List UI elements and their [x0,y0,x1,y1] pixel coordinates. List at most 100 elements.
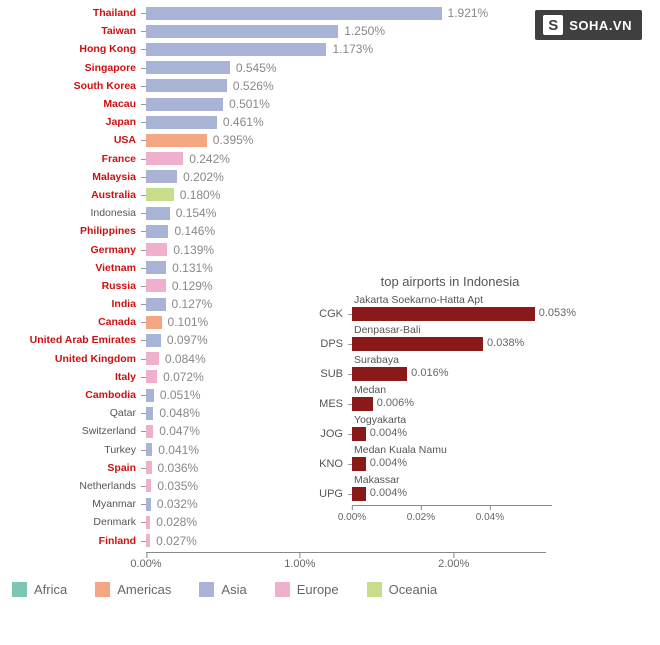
value-label: 0.545% [236,61,277,75]
tick [138,4,146,22]
country-label: Germany [0,244,138,256]
tick [138,495,146,513]
country-label: Spain [0,462,138,474]
country-label: Qatar [0,407,138,419]
tick [138,131,146,149]
tick [138,204,146,222]
country-label: Italy [0,371,138,383]
value-label: 0.131% [172,261,213,275]
inset-chart: top airports in Indonesia CGKJakarta Soe… [300,274,600,527]
legend-item: Oceania [367,582,437,597]
airport-row: MES Medan0.006% [300,385,600,415]
value-label: 0.006% [373,397,414,409]
airport-code: UPG [300,475,346,500]
legend-swatch [367,582,382,597]
value-label: 0.028% [156,515,197,529]
value-label: 0.526% [233,79,274,93]
country-label: Thailand [0,7,138,19]
bar-track: 0.139% [146,240,546,258]
legend-label: Africa [34,582,67,597]
value-label: 0.027% [156,534,197,548]
legend-swatch [12,582,27,597]
value-label: 0.101% [168,315,209,329]
tick [138,77,146,95]
country-label: South Korea [0,80,138,92]
value-label: 1.173% [332,42,373,56]
bar [146,98,223,111]
bar [146,170,177,183]
airport-code: MES [300,385,346,410]
country-label: Malaysia [0,171,138,183]
value-label: 0.154% [176,206,217,220]
value-label: 0.036% [158,461,199,475]
bar [352,487,366,501]
tick [138,186,146,204]
country-row: Indonesia 0.154% [0,204,660,222]
country-row: Thailand1.921% [0,4,660,22]
value-label: 0.242% [189,152,230,166]
airport-name: Jakarta Soekarno-Hatta Apt [354,294,483,306]
bar-track: Yogyakarta0.004% [352,415,552,445]
value-label: 0.501% [229,97,270,111]
country-label: United Arab Emirates [0,334,138,346]
tick [138,422,146,440]
airport-name: Medan [354,384,386,396]
value-label: 0.129% [172,279,213,293]
airport-code: SUB [300,355,346,380]
value-label: 0.139% [173,243,214,257]
legend-item: Africa [12,582,67,597]
bar-track: Jakarta Soekarno-Hatta Apt0.053% [352,295,552,325]
bar [146,152,183,165]
country-label: Philippines [0,225,138,237]
value-label: 0.097% [167,333,208,347]
bar [146,334,161,347]
value-label: 0.051% [160,388,201,402]
value-label: 0.038% [483,337,524,349]
tick [138,404,146,422]
tick [138,331,146,349]
bar [146,534,150,547]
country-label: Indonesia [0,207,138,219]
bar-track: 1.173% [146,40,546,58]
country-row: Australia0.180% [0,186,660,204]
bar [146,43,326,56]
tick [138,459,146,477]
bar [146,25,338,38]
country-row: Hong Kong1.173% [0,40,660,58]
airport-row: CGKJakarta Soekarno-Hatta Apt0.053% [300,295,600,325]
value-label: 0.004% [366,427,407,439]
bar-track: 0.545% [146,59,546,77]
tick [138,531,146,549]
value-label: 0.004% [366,457,407,469]
country-label: Canada [0,316,138,328]
tick [138,368,146,386]
value-label: 1.250% [344,24,385,38]
bar [352,337,483,351]
tick [138,313,146,331]
country-row: Philippines 0.146% [0,222,660,240]
bar [146,425,153,438]
inset-rows: CGKJakarta Soekarno-Hatta Apt0.053%DPSDe… [300,295,600,505]
country-row: France0.242% [0,150,660,168]
country-label: Singapore [0,62,138,74]
bar [146,225,168,238]
value-label: 0.016% [407,367,448,379]
airport-code: DPS [300,325,346,350]
value-label: 0.047% [159,424,200,438]
legend-label: Asia [221,582,246,597]
xtick: 0.02% [407,506,435,523]
country-row: Macau0.501% [0,95,660,113]
legend-label: Oceania [389,582,437,597]
bar [146,298,166,311]
country-label: Netherlands [0,480,138,492]
legend-label: Americas [117,582,171,597]
airport-code: JOG [300,415,346,440]
legend-item: Europe [275,582,339,597]
bar [146,352,159,365]
legend-label: Europe [297,582,339,597]
value-label: 0.202% [183,170,224,184]
axis-line [146,552,546,553]
bar [146,279,166,292]
bar [352,307,535,321]
value-label: 0.146% [174,224,215,238]
